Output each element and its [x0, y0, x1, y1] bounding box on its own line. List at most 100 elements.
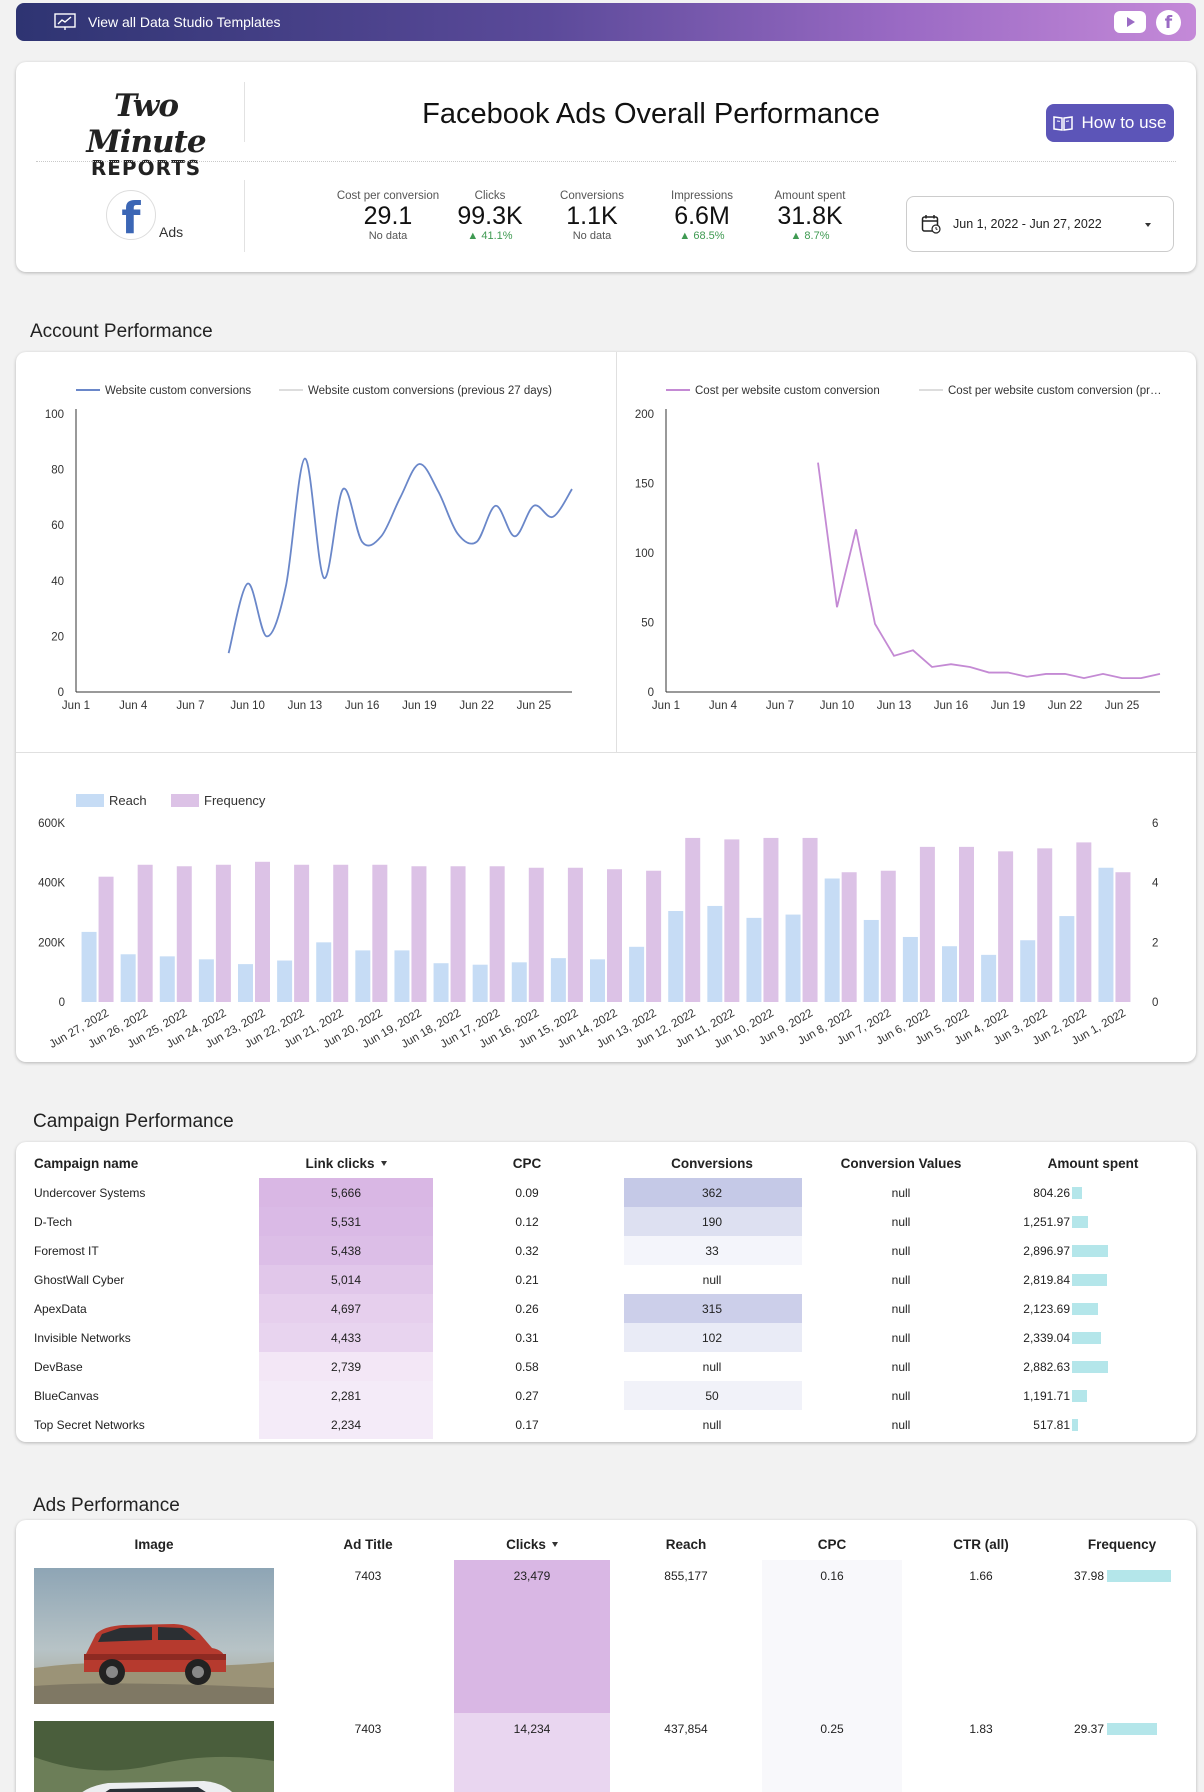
- conversion-values-value: null: [891, 1331, 911, 1345]
- amount-spent-bar: [1072, 1361, 1108, 1373]
- amount-spent-value: 2,123.69: [1023, 1302, 1070, 1316]
- campaign-name[interactable]: Foremost IT: [34, 1244, 99, 1258]
- reach-y-tick: 400K: [38, 878, 65, 890]
- frequency-bar: [176, 866, 192, 1002]
- link-clicks-value: 5,438: [330, 1244, 362, 1258]
- youtube-icon[interactable]: [1114, 11, 1146, 33]
- kpi-value: 1.1K: [566, 202, 618, 230]
- kpi-cost-per-conversion: Cost per conversion 29.1 No data: [328, 190, 448, 242]
- kpi-label: Amount spent: [774, 190, 846, 202]
- heat-cell: [454, 1560, 610, 1713]
- column-header-ad-title[interactable]: Ad Title: [343, 1537, 393, 1552]
- column-header-conversion-values[interactable]: Conversion Values: [840, 1156, 962, 1171]
- reach-bar: [942, 946, 957, 1002]
- reach-bar: [785, 914, 801, 1002]
- frequency-bar: [919, 846, 935, 1002]
- kpi-amount-spent: Amount spent 31.8K ▲ 8.7%: [750, 190, 870, 242]
- campaign-name[interactable]: D-Tech: [34, 1215, 73, 1229]
- header-card: Two Minute REPORTS Facebook Ads Overall …: [16, 62, 1196, 272]
- conv-y-tick: 60: [51, 520, 64, 532]
- frequency-y-tick: 6: [1152, 818, 1158, 830]
- cpc-y-tick: 200: [635, 409, 654, 421]
- reach-legend-swatch: [76, 794, 104, 807]
- frequency-bar: [333, 864, 349, 1002]
- column-header-conversions[interactable]: Conversions: [671, 1156, 753, 1171]
- column-header-cpc[interactable]: CPC: [817, 1537, 847, 1552]
- conv-x-tick: Jun 1: [62, 700, 90, 712]
- conv-series-line: [227, 457, 573, 654]
- heat-cell: [624, 1294, 802, 1323]
- campaign-name[interactable]: DevBase: [34, 1360, 83, 1374]
- column-header-amount-spent[interactable]: Amount spent: [1047, 1156, 1139, 1171]
- cpc-y-tick: 100: [635, 548, 654, 560]
- heat-cell: [624, 1178, 802, 1207]
- campaign-name[interactable]: GhostWall Cyber: [34, 1273, 125, 1287]
- conv-x-tick: Jun 19: [402, 700, 437, 712]
- kpi-value: 99.3K: [457, 202, 523, 230]
- divider: [244, 180, 245, 252]
- frequency-bar: [98, 876, 114, 1002]
- reach-bar: [550, 958, 566, 1002]
- logo-line2: REPORTS: [90, 156, 202, 180]
- conv-x-tick: Jun 10: [230, 700, 265, 712]
- campaign-name[interactable]: Top Secret Networks: [34, 1418, 145, 1432]
- conv-y-tick: 100: [45, 409, 64, 421]
- divider: [244, 82, 245, 142]
- kpi-value: 6.6M: [674, 202, 730, 230]
- campaign-name[interactable]: Undercover Systems: [34, 1186, 146, 1200]
- kpi-delta: No data: [572, 230, 612, 242]
- sort-desc-icon[interactable]: [551, 1542, 558, 1547]
- kpi-delta: No data: [368, 230, 408, 242]
- amount-spent-value: 2,882.63: [1023, 1360, 1070, 1374]
- frequency-legend-label: Frequency: [204, 793, 266, 808]
- amount-spent-bar: [1072, 1390, 1087, 1402]
- cpc-value: 0.17: [515, 1418, 539, 1432]
- reach-bar: [1020, 940, 1036, 1002]
- cpc-series-line: [817, 462, 1161, 680]
- column-header-cpc[interactable]: CPC: [512, 1156, 542, 1171]
- reach-bar: [277, 960, 293, 1002]
- facebook-icon[interactable]: f: [1156, 10, 1181, 35]
- conversions-value: 33: [705, 1244, 719, 1258]
- templates-banner[interactable]: View all Data Studio Templates f: [16, 3, 1196, 41]
- column-header-ctr-all-[interactable]: CTR (all): [953, 1537, 1009, 1552]
- campaign-name[interactable]: ApexData: [34, 1302, 87, 1316]
- column-header-reach[interactable]: Reach: [665, 1537, 707, 1552]
- kpi-label: Clicks: [474, 190, 506, 202]
- campaign-name[interactable]: Invisible Networks: [34, 1331, 131, 1345]
- date-range-picker[interactable]: Jun 1, 2022 - Jun 27, 2022: [906, 196, 1174, 252]
- amount-spent-value: 2,819.84: [1023, 1273, 1070, 1287]
- divider: [16, 752, 1196, 753]
- campaign-name[interactable]: BlueCanvas: [34, 1389, 99, 1403]
- frequency-bar: [372, 864, 388, 1002]
- conversions-value: 315: [701, 1302, 723, 1316]
- how-to-use-button[interactable]: How to use: [1046, 104, 1174, 142]
- reach-bar: [707, 905, 723, 1002]
- column-header-clicks[interactable]: Clicks: [452, 1537, 612, 1552]
- cpc-value: 0.58: [515, 1360, 539, 1374]
- chart-presentation-icon: [54, 13, 76, 30]
- frequency-bar: [1037, 848, 1053, 1002]
- reach-bar: [824, 878, 840, 1002]
- cpc-x-tick: Jun 13: [877, 700, 912, 712]
- ad-frequency-value: 37.98: [1073, 1569, 1104, 1583]
- conversions-value: null: [702, 1418, 722, 1432]
- column-header-campaign-name[interactable]: Campaign name: [34, 1156, 139, 1171]
- cpc-x-tick: Jun 4: [709, 700, 738, 712]
- sort-desc-icon[interactable]: [380, 1161, 387, 1166]
- frequency-bar: [528, 867, 544, 1002]
- conv-x-tick: Jun 4: [119, 700, 148, 712]
- column-header-image[interactable]: Image: [134, 1537, 174, 1552]
- column-header-frequency[interactable]: Frequency: [1087, 1537, 1157, 1552]
- ad-title-value[interactable]: 7403: [354, 1722, 382, 1736]
- cpc-value: 0.26: [515, 1302, 539, 1316]
- banner-text[interactable]: View all Data Studio Templates: [88, 14, 281, 30]
- reach-bar: [394, 950, 410, 1002]
- ad-title-value[interactable]: 7403: [354, 1569, 382, 1583]
- link-clicks-value: 4,697: [330, 1302, 362, 1316]
- column-header-link-clicks[interactable]: Link clicks: [246, 1156, 446, 1171]
- amount-spent-bar: [1072, 1303, 1099, 1315]
- ad-frequency-value: 29.37: [1073, 1722, 1104, 1736]
- ad-frequency-bar: [1107, 1570, 1171, 1582]
- heat-cell: [624, 1207, 802, 1236]
